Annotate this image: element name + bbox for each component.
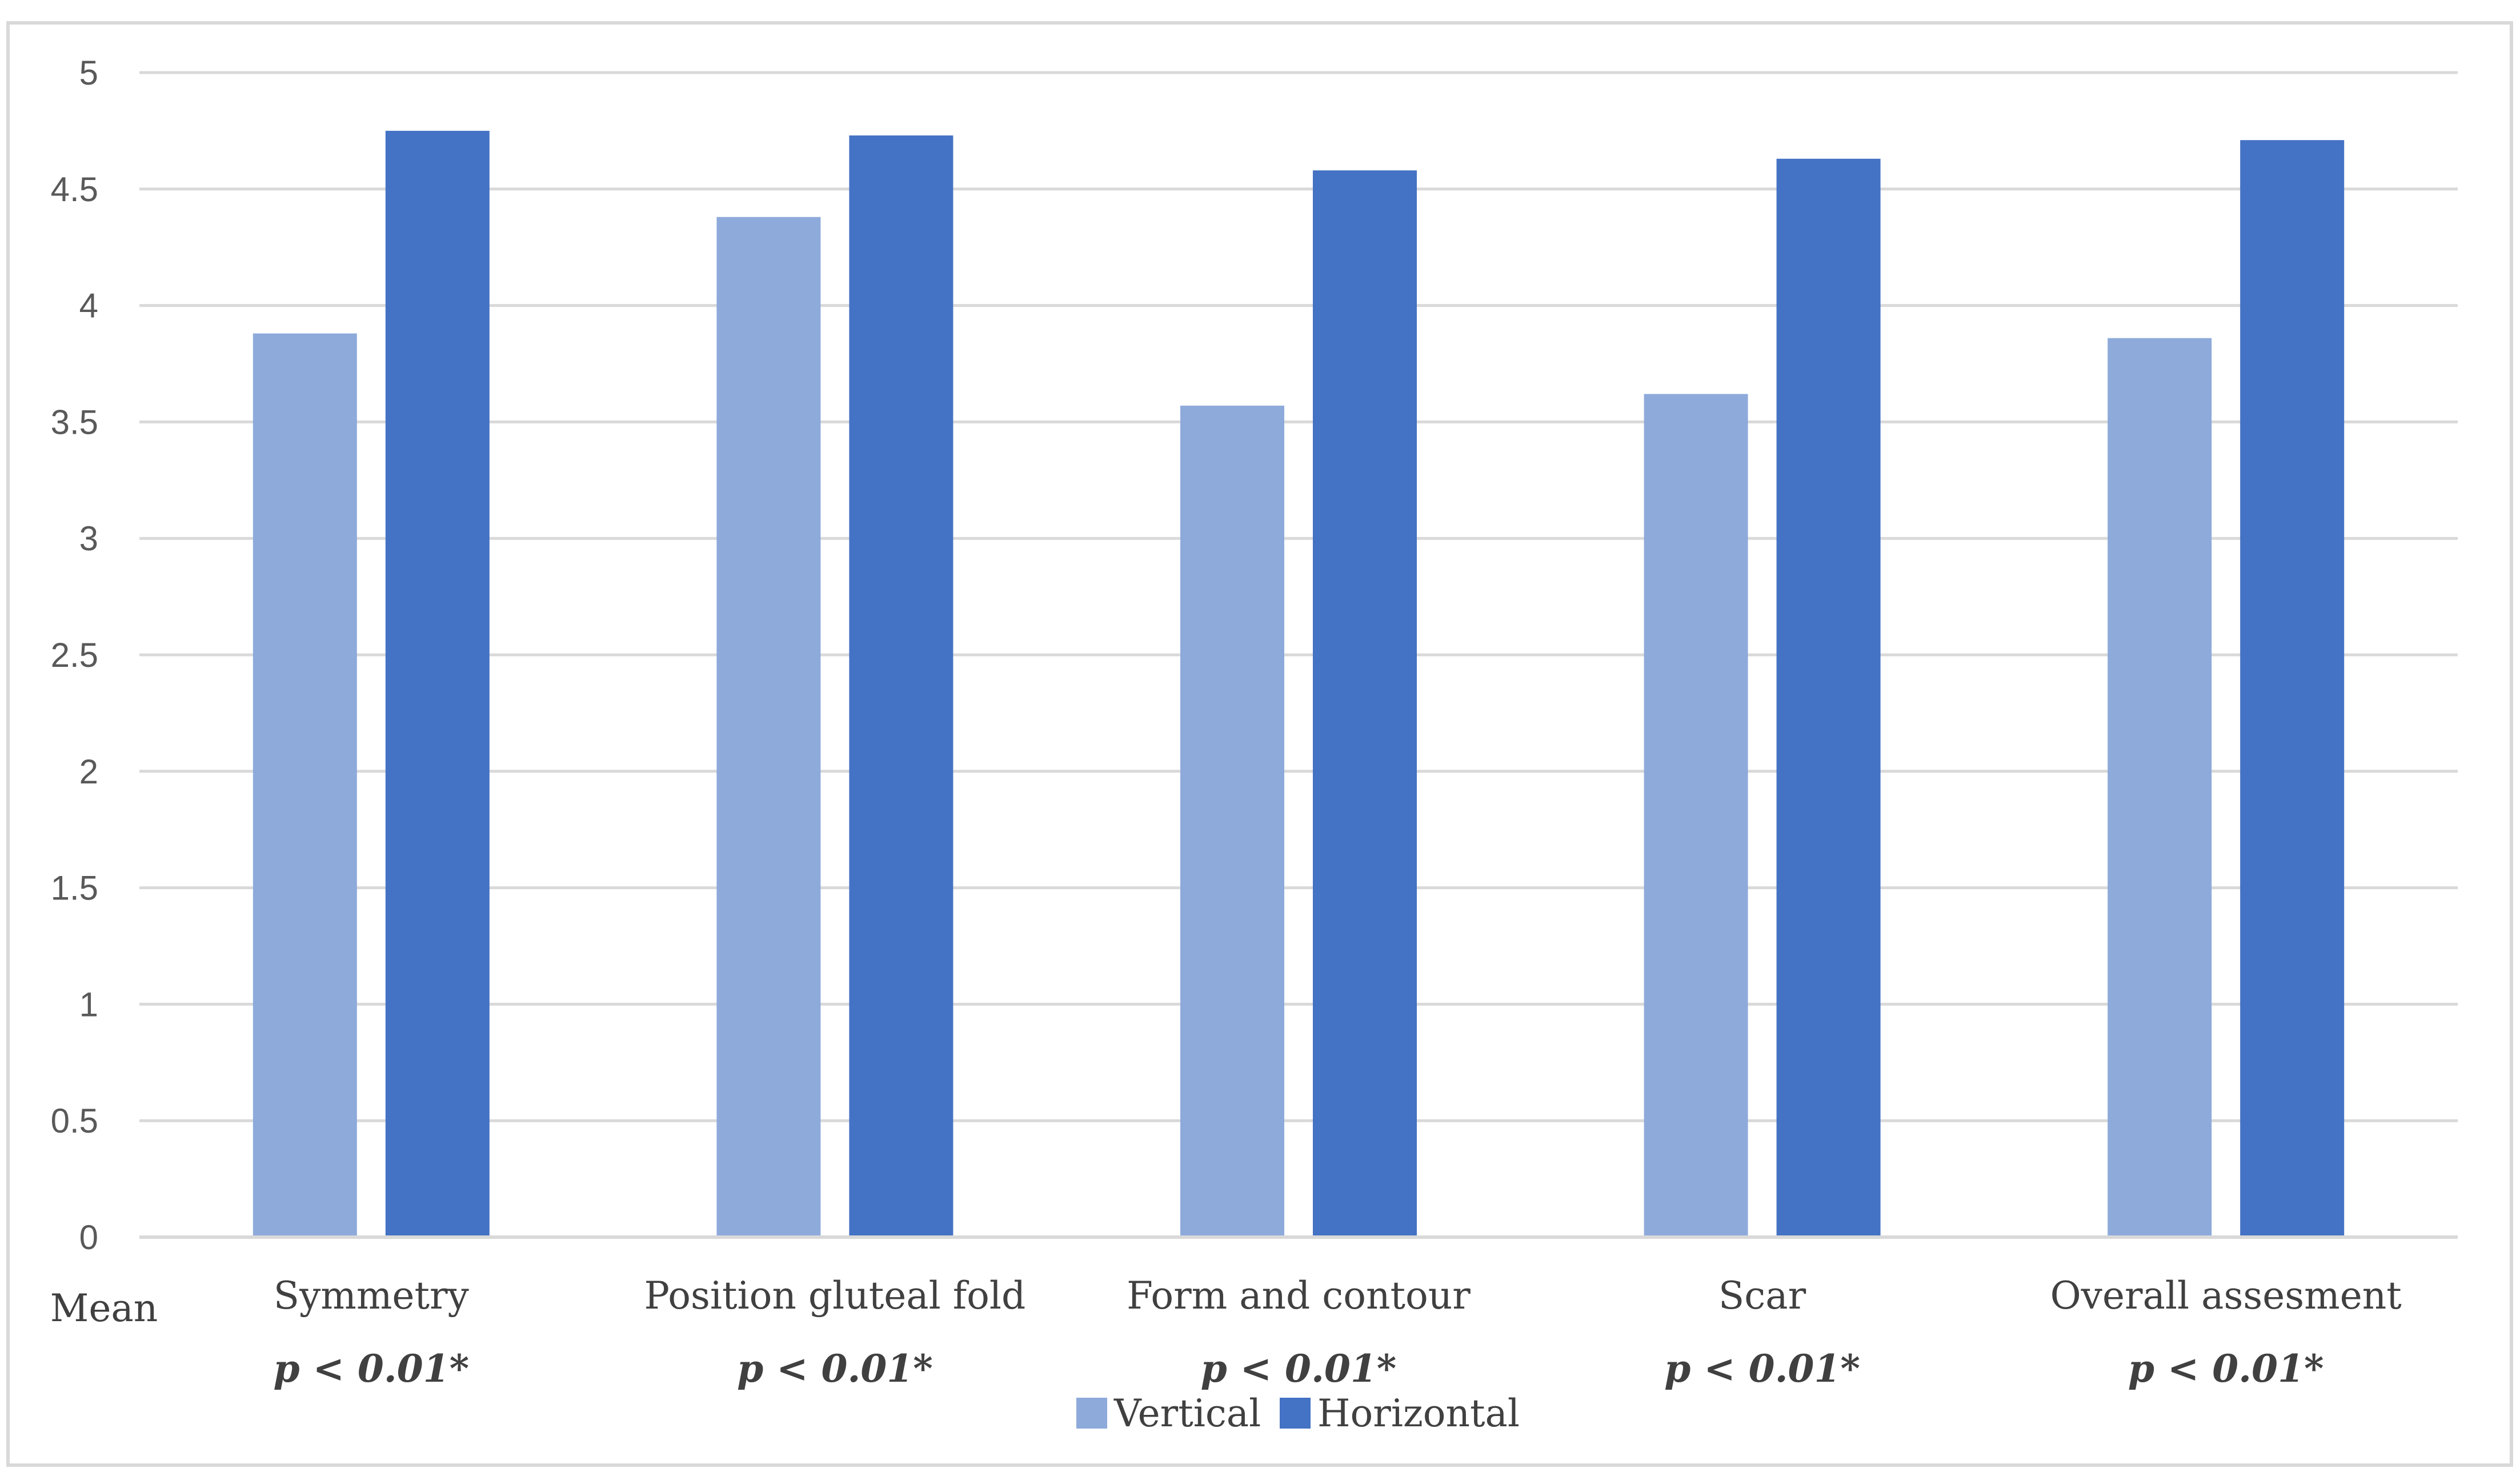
- y-axis-tick-labels: 0 0.5 1 1.5 2 2.5 3 3.5 4 4.5 5: [51, 54, 98, 1257]
- legend-label-vertical: Vertical: [1113, 1391, 1261, 1435]
- p-value-label: p < 0.01*: [1664, 1346, 1860, 1391]
- category-label: Scar: [1718, 1274, 1806, 1318]
- y-tick-label: 0: [79, 1218, 98, 1257]
- legend-swatch-horizontal: [1280, 1398, 1311, 1429]
- p-value-label: p < 0.01*: [273, 1346, 469, 1391]
- bar-vertical-1: [716, 217, 821, 1237]
- p-value-label: p < 0.01*: [2128, 1346, 2324, 1391]
- bar-vertical-2: [1180, 405, 1284, 1238]
- bar-horizontal-2: [1313, 170, 1417, 1237]
- row-header-label: Mean: [50, 1286, 158, 1330]
- category-label: Symmetry: [274, 1274, 470, 1318]
- y-tick-label: 4: [79, 287, 98, 325]
- legend-label-horizontal: Horizontal: [1317, 1391, 1520, 1435]
- y-tick-label: 0.5: [51, 1102, 98, 1140]
- bar-horizontal-4: [2240, 140, 2345, 1238]
- p-value-label: p < 0.01*: [1201, 1346, 1397, 1391]
- category-label: Overall assesment: [2050, 1274, 2402, 1318]
- y-tick-label: 3: [79, 519, 98, 558]
- bar-vertical-4: [2108, 338, 2212, 1237]
- y-tick-label: 5: [79, 54, 98, 92]
- y-tick-label: 2.5: [51, 636, 98, 674]
- bars: [253, 130, 2345, 1238]
- bar-horizontal-1: [849, 135, 953, 1237]
- y-tick-label: 1.5: [51, 869, 98, 907]
- gridlines: [139, 71, 2458, 1122]
- x-axis-category-labels: Symmetry Position gluteal fold Form and co…: [274, 1274, 2402, 1318]
- y-tick-label: 2: [79, 753, 98, 791]
- bar-vertical-3: [1644, 394, 1748, 1237]
- bar-horizontal-3: [1776, 158, 1881, 1237]
- y-tick-label: 1: [79, 985, 98, 1023]
- p-value-label: p < 0.01*: [737, 1346, 933, 1391]
- bar-horizontal-0: [385, 130, 490, 1237]
- legend: Vertical Horizontal: [1076, 1391, 1520, 1435]
- category-label: Form and contour: [1127, 1274, 1471, 1318]
- y-tick-label: 4.5: [51, 170, 98, 209]
- legend-swatch-vertical: [1076, 1398, 1107, 1429]
- y-tick-label: 3.5: [51, 403, 98, 441]
- p-value-labels: p < 0.01* p < 0.01* p < 0.01* p < 0.01* p < …: [273, 1346, 2323, 1391]
- category-label: Position gluteal fold: [644, 1274, 1026, 1318]
- bar-vertical-0: [253, 333, 357, 1238]
